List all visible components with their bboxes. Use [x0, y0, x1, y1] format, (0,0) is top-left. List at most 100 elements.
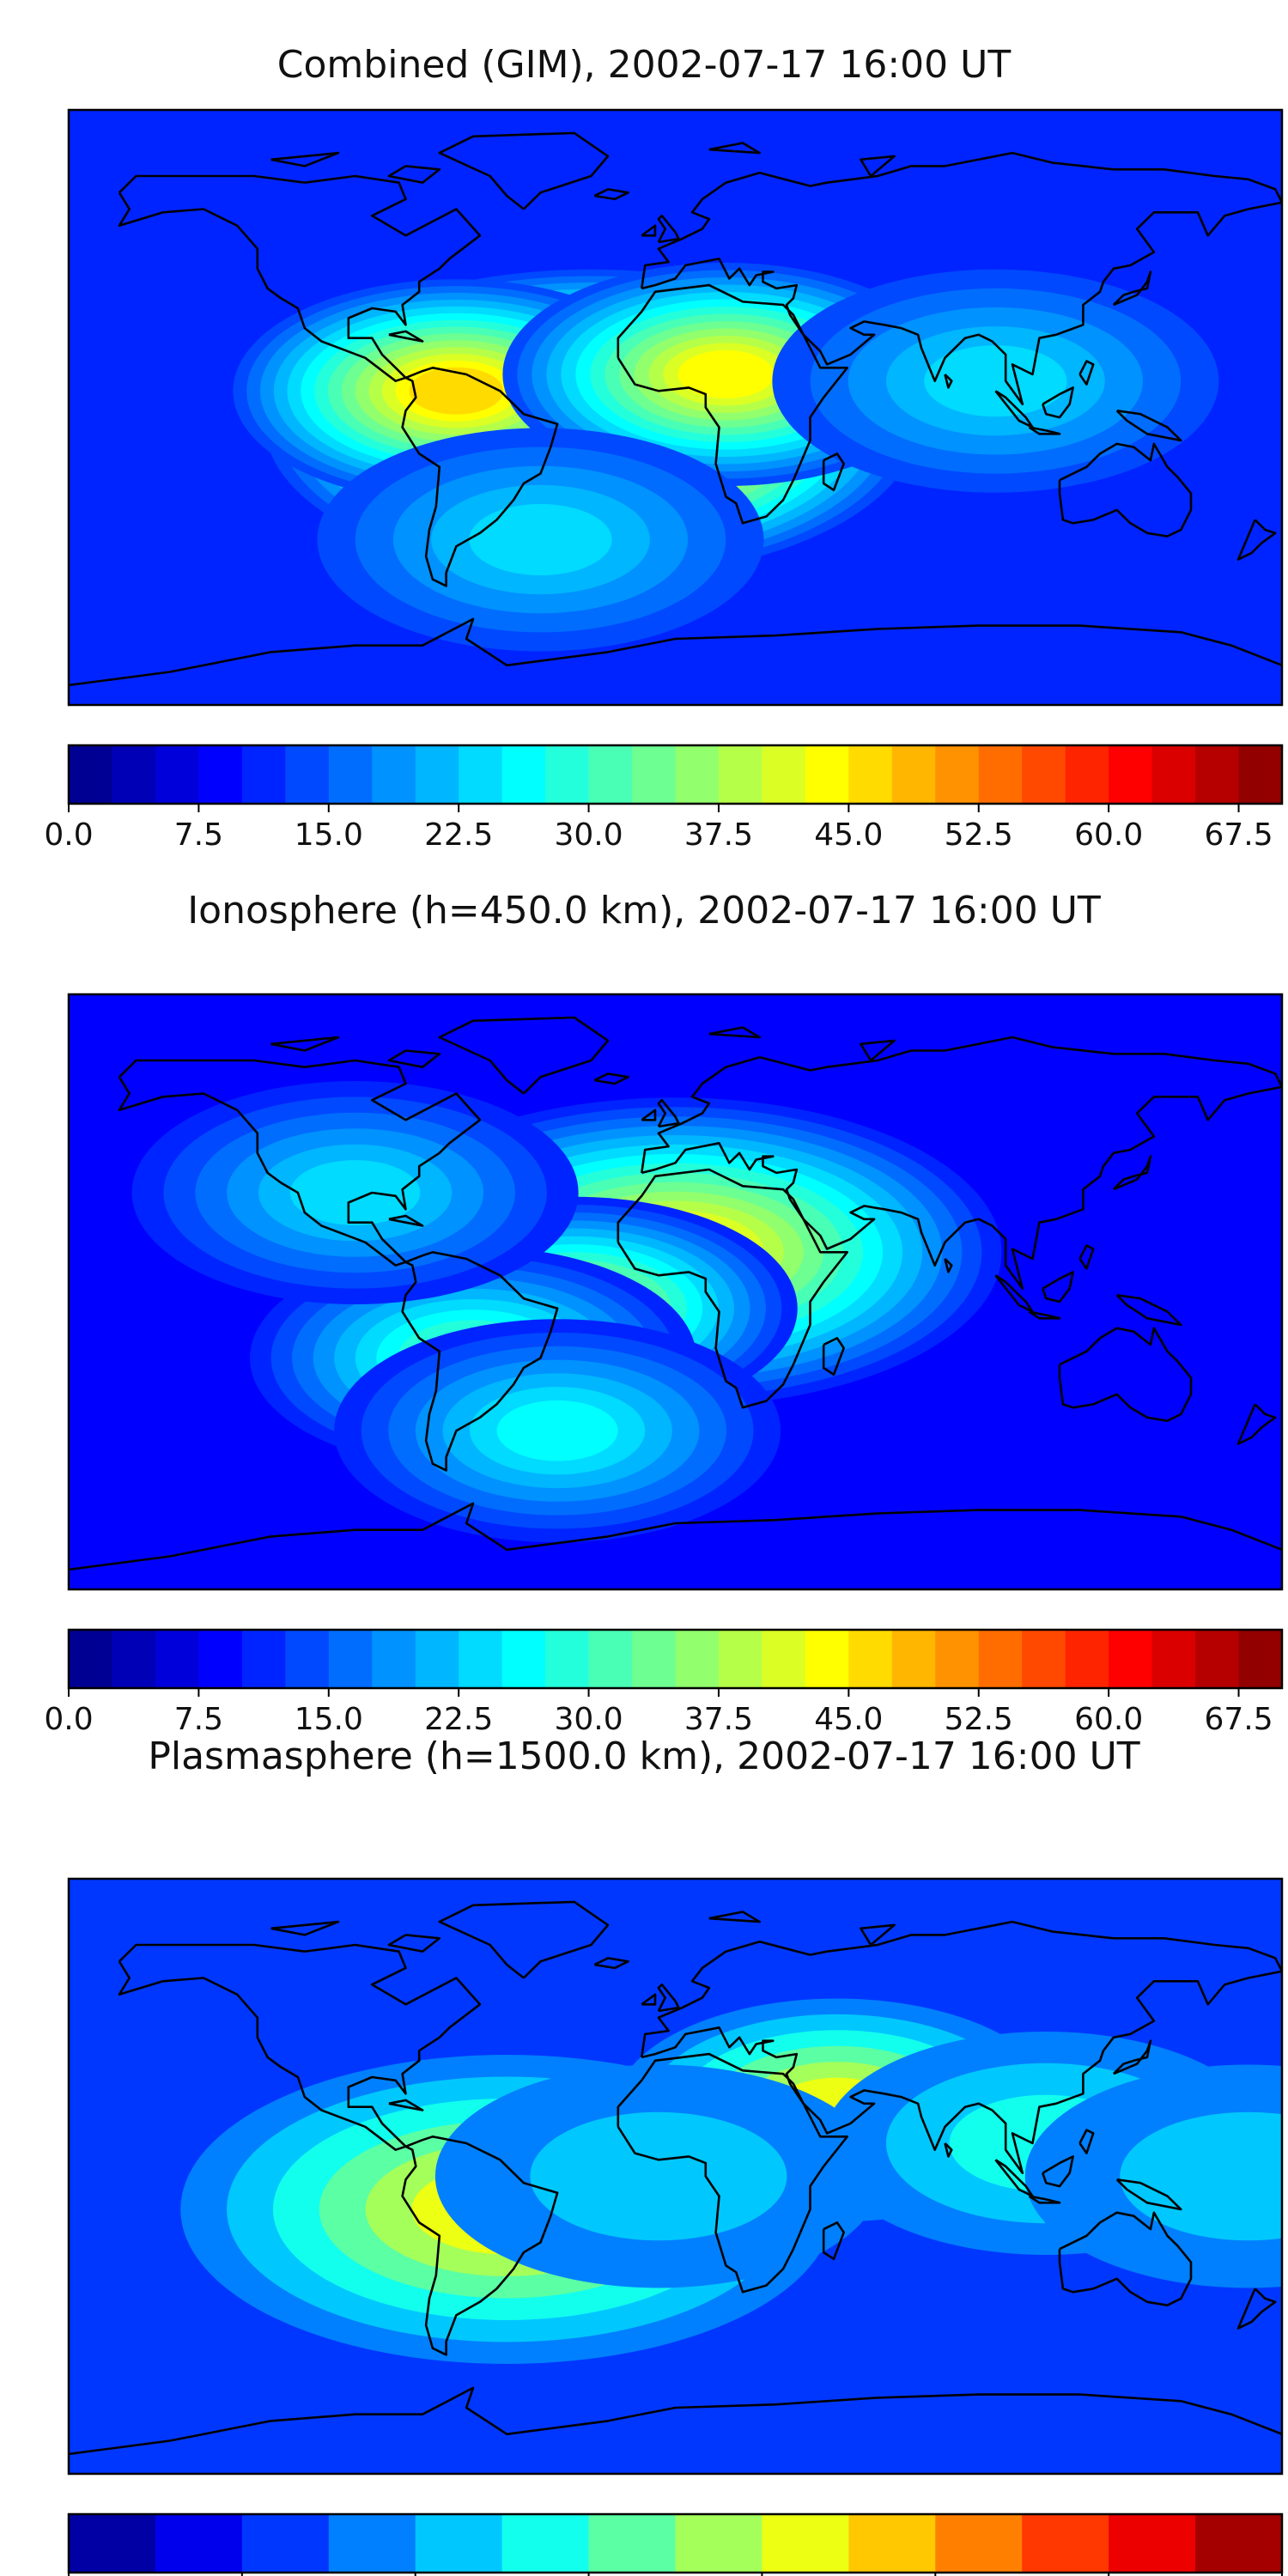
coastline [388, 2099, 424, 2111]
colorbar-tick-label: 52.5 [945, 1702, 1013, 1737]
colorbar-bin [848, 1630, 893, 1688]
coastline [1042, 386, 1074, 419]
coastline [438, 131, 610, 210]
colorbar-1: 0.0 7.5 15.0 22.5 30.0 37.5 45.0 52.5 60.0 67.5 [44, 744, 1284, 853]
coastline [387, 1934, 441, 1953]
colorbar-bin [501, 745, 546, 804]
coastline [270, 151, 340, 167]
colorbar-bin [1109, 1630, 1153, 1688]
colorbar-bin [762, 745, 806, 804]
colorbar-tick-label: 15.0 [295, 1702, 363, 1737]
colorbar-bin [241, 2514, 330, 2573]
pacific-band-contour [1120, 2111, 1282, 2241]
coastline [401, 367, 559, 587]
colorbar-bin [69, 1630, 113, 1688]
coastline [387, 165, 441, 184]
colorbar-tick-label: 60.0 [1074, 817, 1143, 853]
coastline [69, 2386, 1282, 2456]
equatorial-band-contour [530, 2111, 787, 2241]
map-panel-2 [67, 993, 1284, 1591]
colorbar-bin [675, 1630, 720, 1688]
coastline [822, 1337, 845, 1376]
coastline [617, 2052, 848, 2293]
colorbar-bin [1195, 745, 1240, 804]
colorbar-tick-label: 30.0 [554, 817, 623, 853]
colorbar-bin [328, 2514, 416, 2573]
coastline [388, 330, 424, 343]
colorbar-bin [1151, 1630, 1196, 1688]
coastline [860, 1039, 896, 1061]
coastline [1058, 2211, 1193, 2306]
colorbar-bin [112, 745, 156, 804]
coastline [1028, 1310, 1061, 1320]
colorbar-bin [762, 1630, 806, 1688]
coastline [69, 617, 1282, 687]
colorbar-tick-label: 45.0 [814, 817, 883, 853]
colorbar-bin [459, 745, 503, 804]
coastline [617, 283, 848, 525]
coastline [1236, 2287, 1277, 2330]
asia-band-contour [924, 345, 1067, 417]
colorbar-bin [935, 1630, 980, 1688]
coastline [944, 374, 953, 389]
south-atlantic-contour [469, 503, 612, 576]
coastline [1115, 410, 1182, 442]
colorbar-bin [588, 745, 633, 804]
coastline [860, 1923, 896, 1946]
colorbar-bin [718, 1630, 763, 1688]
coastline [1078, 1244, 1095, 1270]
colorbar-bin [805, 745, 849, 804]
africa-crest-contour [677, 350, 775, 398]
colorbar-tick-label: 0.0 [44, 1702, 93, 1737]
colorbar-bin [1065, 1630, 1109, 1688]
colorbar-bin [69, 745, 113, 804]
coastline [593, 188, 629, 201]
colorbar-bin [198, 1630, 243, 1688]
colorbar-bin [1238, 1630, 1283, 1688]
panel-3-title: Plasmasphere (h=1500.0 km), 2002-07-17 1… [148, 1735, 1140, 1778]
colorbar-tick-label: 37.5 [684, 1702, 753, 1737]
coastline [641, 1993, 657, 2006]
colorbar-bin [69, 2514, 156, 2573]
colorbar-bin [762, 2514, 849, 2573]
colorbar-bin [241, 745, 286, 804]
colorbar-bin [155, 745, 199, 804]
coastline [641, 151, 1282, 405]
coastline [708, 1026, 761, 1039]
colorbar-bin [501, 1630, 546, 1688]
coastline [1115, 2178, 1182, 2211]
coastline [1058, 1327, 1193, 1422]
coastline [860, 155, 896, 177]
colorbar-bin [415, 745, 459, 804]
coastline [1112, 2039, 1152, 2075]
coastline [641, 1920, 1282, 2174]
colorbar-bin [1195, 1630, 1240, 1688]
colorbar-bin [1195, 2514, 1283, 2573]
panel-2-title: Ionosphere (h=450.0 km), 2002-07-17 16:0… [187, 889, 1101, 933]
colorbar-tick-label: 7.5 [174, 1702, 223, 1737]
map-panel-3 [67, 1877, 1284, 2476]
map-frame [67, 993, 1284, 1591]
north-america-contour [289, 1160, 421, 1225]
colorbar-tick-label: 22.5 [424, 1702, 493, 1737]
coastline [118, 1059, 482, 1267]
coastline [593, 1957, 629, 1970]
coastlines [69, 1016, 1282, 1571]
colorbar-bin [1022, 1630, 1066, 1688]
south-atlantic-contour [496, 1400, 618, 1461]
colorbar-tick-label: 67.5 [1204, 1702, 1273, 1737]
colorbar-bin [675, 2514, 763, 2573]
colorbar-bin [891, 1630, 936, 1688]
coastline [944, 2142, 953, 2158]
colorbar-bin [1022, 2514, 1109, 2573]
colorbar-bin [112, 1630, 156, 1688]
coastline [1115, 1294, 1182, 1327]
colorbar-bin [1065, 745, 1109, 804]
colorbar-bin [632, 1630, 677, 1688]
colorbar-tick-label: 22.5 [424, 817, 493, 853]
map-frame [67, 108, 1284, 707]
coastline [69, 1502, 1282, 1571]
coastline [401, 2136, 559, 2356]
colorbar-bin [805, 1630, 849, 1688]
